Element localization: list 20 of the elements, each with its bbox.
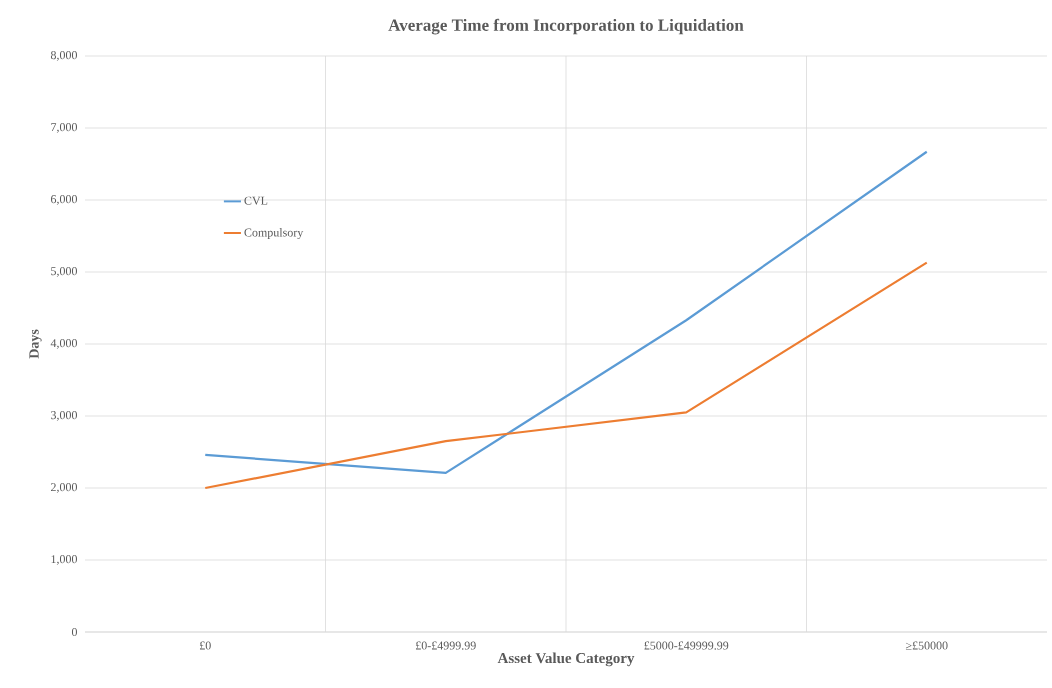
y-tick-label: 8,000	[50, 51, 77, 61]
x-tick-label: £0	[199, 641, 211, 650]
x-tick-label: £5000-£49999.99	[644, 641, 729, 650]
line-series	[204, 261, 928, 490]
y-tick-label: 6,000	[50, 195, 77, 205]
x-tick-label: ≥£50000	[905, 641, 948, 650]
y-tick-label: 1,000	[51, 555, 77, 565]
y-tick-label: 3,000	[51, 411, 77, 421]
legend-label: CVL	[244, 196, 268, 205]
line-series	[204, 150, 928, 474]
x-tick-label: £0-£4999.99	[415, 641, 476, 650]
x-axis-title: Asset Value Category	[497, 652, 635, 667]
y-tick-label: 0	[71, 627, 77, 637]
y-tick-label: 7,000	[51, 123, 77, 133]
y-axis-title: Days	[29, 329, 42, 359]
legend-label: Compulsory	[244, 228, 304, 240]
y-tick-label: 2,000	[51, 483, 77, 493]
chart-title: Average Time from Incorporation to Liquidation	[388, 18, 744, 35]
y-tick-label: 5,000	[51, 267, 77, 277]
y-tick-label: 4,000	[50, 339, 77, 349]
